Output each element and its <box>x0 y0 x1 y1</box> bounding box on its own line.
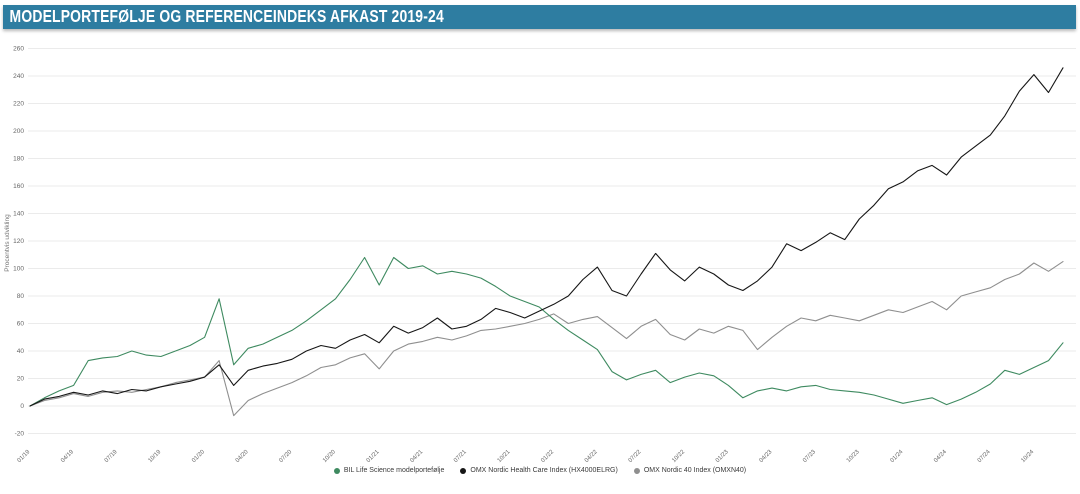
x-tick-label: 07/20 <box>278 449 293 464</box>
x-axis-labels: 01/19 04/19 07/19 10/19 01/20 04/20 07/20 10/20… <box>17 449 1036 464</box>
x-tick-label: 10/24 <box>1020 449 1035 464</box>
x-tick-label: 10/20 <box>322 449 337 464</box>
x-tick-label: 04/19 <box>60 449 75 464</box>
y-tick-label: 0 <box>20 403 24 410</box>
x-tick-label: 01/21 <box>366 449 381 464</box>
x-tick-label: 07/19 <box>104 449 119 464</box>
legend-item-healthcare-index: OMX Nordic Health Care Index (HX4000ELRG… <box>460 467 618 474</box>
y-axis-title: Procentvis udvikling <box>4 214 11 272</box>
legend-label: OMX Nordic 40 Index (OMXN40) <box>643 467 747 474</box>
x-tick-label: 04/22 <box>584 449 599 464</box>
x-tick-label: 01/19 <box>17 449 32 464</box>
x-tick-label: 07/22 <box>628 449 643 464</box>
y-tick-label: 260 <box>13 46 24 53</box>
legend-label: BIL Life Science modelportefølje <box>343 467 445 474</box>
series-line-nordic40-index <box>29 261 1064 417</box>
y-tick-label: 240 <box>13 73 24 80</box>
y-tick-label: 160 <box>13 183 24 190</box>
y-tick-label: 100 <box>13 266 24 273</box>
y-tick-label: 60 <box>17 321 25 328</box>
y-tick-label: 120 <box>13 238 24 245</box>
legend-item-portfolio: BIL Life Science modelportefølje <box>333 467 445 474</box>
gridlines <box>28 48 1076 434</box>
x-tick-label: 07/24 <box>977 449 992 464</box>
series-line-healthcare-index <box>29 67 1064 407</box>
x-tick-label: 04/24 <box>933 449 948 464</box>
x-tick-label: 04/20 <box>235 449 250 464</box>
x-tick-label: 07/23 <box>802 449 817 464</box>
y-tick-label: 200 <box>13 128 24 135</box>
x-tick-label: 04/23 <box>759 449 774 464</box>
series-line-portfolio <box>29 256 1064 407</box>
y-tick-label: -20 <box>15 431 25 438</box>
x-tick-label: 10/22 <box>671 449 686 464</box>
x-tick-label: 10/23 <box>846 449 861 464</box>
chart-title-bar: MODELPORTEFØLJE OG REFERENCEINDEKS AFKAS… <box>3 5 1076 29</box>
y-tick-label: 20 <box>17 376 25 383</box>
x-tick-label: 01/20 <box>191 449 206 464</box>
legend-dot-icon <box>460 467 467 474</box>
chart-legend: BIL Life Science modelportefølje OMX Nord… <box>0 467 1080 474</box>
legend-dot-icon <box>333 467 340 474</box>
x-tick-label: 04/21 <box>409 449 424 464</box>
x-tick-label: 01/23 <box>715 449 730 464</box>
x-tick-label: 07/21 <box>453 449 468 464</box>
x-tick-label: 01/22 <box>540 449 555 464</box>
legend-dot-icon <box>633 467 640 474</box>
x-tick-label: 10/19 <box>147 449 162 464</box>
y-tick-label: 220 <box>13 101 24 108</box>
y-tick-label: 180 <box>13 156 24 163</box>
legend-item-nordic40-index: OMX Nordic 40 Index (OMXN40) <box>633 467 747 474</box>
y-tick-label: 80 <box>17 293 25 300</box>
y-tick-label: 40 <box>17 348 25 355</box>
legend-label: OMX Nordic Health Care Index (HX4000ELRG… <box>470 467 618 474</box>
chart-title: MODELPORTEFØLJE OG REFERENCEINDEKS AFKAS… <box>9 6 444 27</box>
y-tick-label: 140 <box>13 211 24 218</box>
x-tick-label: 01/24 <box>890 449 905 464</box>
x-tick-label: 10/21 <box>497 449 512 464</box>
